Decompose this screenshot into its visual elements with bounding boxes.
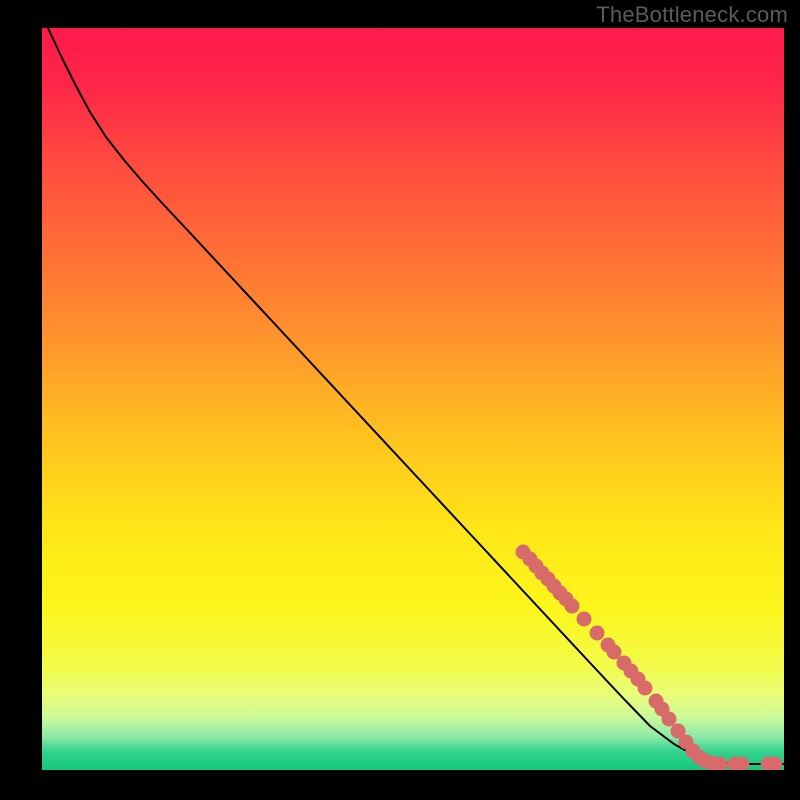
data-point-marker: [565, 599, 580, 614]
plot-area: [42, 28, 784, 770]
plot-svg: [42, 28, 784, 770]
bottleneck-curve: [48, 28, 784, 764]
data-point-marker: [577, 612, 592, 627]
data-point-marker: [638, 681, 653, 696]
data-point-marker: [590, 626, 605, 641]
watermark-text: TheBottleneck.com: [596, 2, 788, 28]
data-point-marker: [662, 712, 677, 727]
chart-frame: TheBottleneck.com: [0, 0, 800, 800]
